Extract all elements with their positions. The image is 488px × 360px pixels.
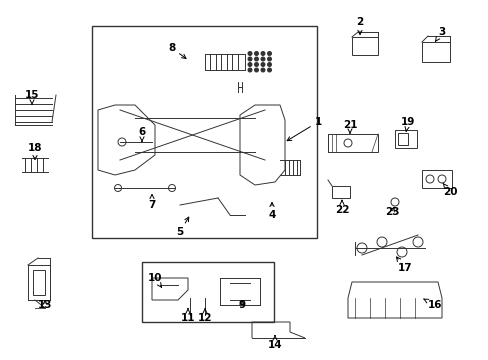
Bar bbox=[331, 186, 349, 198]
Text: 6: 6 bbox=[138, 127, 145, 141]
Circle shape bbox=[254, 68, 258, 72]
Text: 10: 10 bbox=[147, 273, 162, 287]
Text: 11: 11 bbox=[181, 309, 195, 323]
Text: 3: 3 bbox=[435, 27, 445, 41]
Text: 20: 20 bbox=[442, 183, 456, 197]
Circle shape bbox=[261, 63, 264, 66]
Text: 18: 18 bbox=[28, 143, 42, 159]
Circle shape bbox=[248, 52, 251, 55]
Text: 4: 4 bbox=[268, 202, 275, 220]
Bar bbox=[28, 265, 50, 300]
Circle shape bbox=[254, 63, 258, 66]
Text: 16: 16 bbox=[423, 299, 441, 310]
Circle shape bbox=[261, 68, 264, 72]
Circle shape bbox=[254, 52, 258, 55]
Bar bbox=[351, 37, 377, 55]
Text: 22: 22 bbox=[334, 201, 348, 215]
Text: 14: 14 bbox=[267, 336, 282, 350]
Bar bbox=[327, 134, 377, 152]
Circle shape bbox=[261, 52, 264, 55]
Circle shape bbox=[261, 57, 264, 61]
Bar bbox=[92, 26, 316, 238]
Text: 17: 17 bbox=[396, 257, 411, 273]
Text: 5: 5 bbox=[176, 217, 188, 237]
Circle shape bbox=[248, 57, 251, 61]
Bar bbox=[142, 262, 273, 322]
Bar bbox=[33, 270, 45, 295]
Text: 21: 21 bbox=[342, 120, 357, 133]
Text: 23: 23 bbox=[384, 207, 398, 217]
Text: 1: 1 bbox=[286, 117, 321, 141]
Text: 9: 9 bbox=[238, 300, 245, 310]
Text: 19: 19 bbox=[400, 117, 414, 131]
Text: 15: 15 bbox=[25, 90, 39, 104]
Circle shape bbox=[254, 57, 258, 61]
Circle shape bbox=[267, 68, 271, 72]
Circle shape bbox=[267, 63, 271, 66]
Text: 12: 12 bbox=[197, 309, 212, 323]
Bar bbox=[394, 130, 416, 148]
Text: 2: 2 bbox=[356, 17, 363, 35]
Circle shape bbox=[267, 57, 271, 61]
Circle shape bbox=[248, 63, 251, 66]
Bar bbox=[421, 170, 451, 188]
Circle shape bbox=[267, 52, 271, 55]
Text: 7: 7 bbox=[148, 194, 155, 210]
Text: 8: 8 bbox=[168, 43, 185, 59]
Bar bbox=[421, 42, 449, 62]
Circle shape bbox=[248, 68, 251, 72]
Text: 13: 13 bbox=[38, 300, 52, 310]
Bar bbox=[397, 133, 407, 145]
